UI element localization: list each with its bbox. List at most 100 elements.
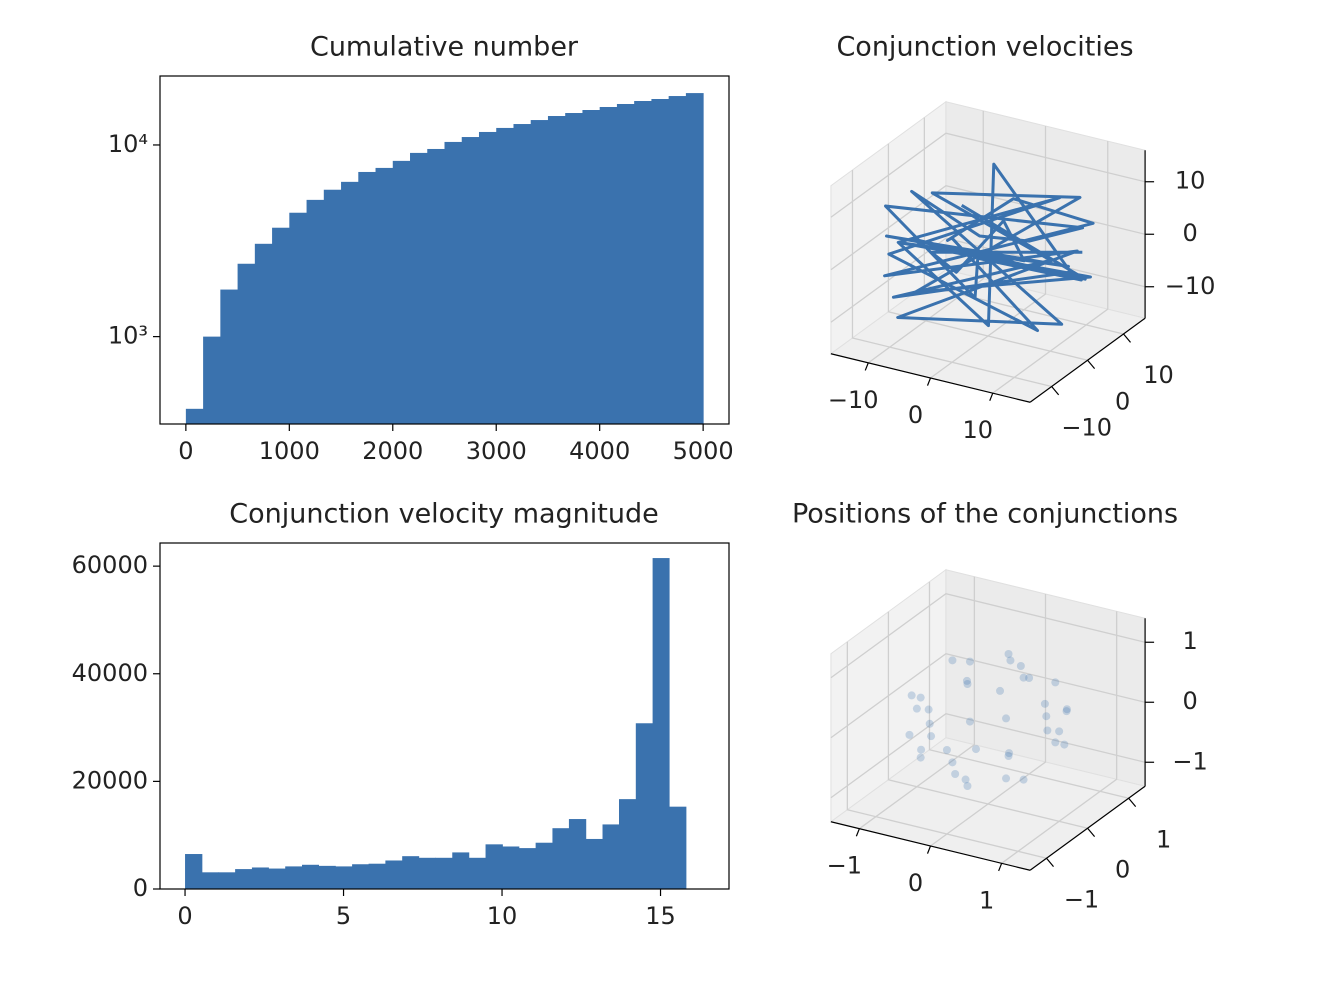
grid-line <box>830 713 1146 799</box>
point <box>905 730 914 739</box>
y-tick-label: 1 <box>1156 825 1171 853</box>
bar <box>619 799 637 889</box>
grid-line <box>887 611 1088 829</box>
point <box>1006 656 1015 665</box>
grid-line <box>846 641 1047 859</box>
z-tick-label: 10 <box>1175 167 1206 195</box>
bar <box>652 558 670 889</box>
bar <box>582 110 601 424</box>
y-tick-label: −10 <box>1061 414 1112 442</box>
y-tick-label: 10³ <box>108 322 148 350</box>
point <box>1043 726 1052 735</box>
point <box>1051 738 1060 747</box>
bar <box>220 289 239 424</box>
y-tick-label: 10⁴ <box>108 130 148 158</box>
x-tick-label: 0 <box>178 437 193 465</box>
point <box>924 705 933 714</box>
grid-line <box>992 141 1109 394</box>
bar <box>392 160 411 424</box>
z-tick-label: 0 <box>1182 219 1197 247</box>
x-tick-label: 5 <box>336 902 351 930</box>
bar <box>585 838 604 889</box>
z-tick-label: 1 <box>1182 627 1197 655</box>
bar <box>335 866 353 889</box>
point <box>916 693 925 702</box>
bar <box>358 171 377 424</box>
bar <box>185 854 203 889</box>
x-tick-label: 3000 <box>466 437 527 465</box>
point <box>942 746 951 755</box>
x-tick-label: 10 <box>487 902 518 930</box>
point <box>907 691 916 700</box>
grid-line <box>930 593 1047 847</box>
bar <box>568 819 587 889</box>
point <box>1019 775 1028 784</box>
point <box>996 686 1005 695</box>
bar <box>530 120 549 424</box>
bar <box>685 93 704 424</box>
grid-line <box>1001 611 1118 864</box>
point <box>1016 661 1025 670</box>
bar <box>352 864 370 889</box>
point <box>1055 727 1064 736</box>
point <box>1004 649 1013 658</box>
point <box>948 758 957 767</box>
point <box>965 657 974 666</box>
bar <box>468 857 487 889</box>
bar <box>485 844 503 889</box>
bar <box>452 852 470 889</box>
tick-mark <box>926 845 932 854</box>
bar <box>668 96 687 424</box>
bar <box>251 867 269 889</box>
point <box>965 717 974 726</box>
bar <box>518 848 537 889</box>
x-tick-label: 5000 <box>673 437 734 465</box>
chart-title: Cumulative number <box>310 32 579 63</box>
x-tick-label: 2000 <box>362 437 423 465</box>
bar <box>201 872 219 889</box>
y-tick-label: 0 <box>1115 855 1130 883</box>
axes-frame <box>159 75 730 425</box>
tick-mark <box>1087 359 1096 370</box>
x-tick-label: 10 <box>962 416 993 444</box>
bar <box>427 148 445 425</box>
bar <box>285 866 303 889</box>
x-tick-label: 0 <box>177 902 192 930</box>
axis-line <box>1029 785 1146 871</box>
grid-line <box>887 143 1088 361</box>
bar <box>547 116 566 424</box>
tick-mark <box>926 377 932 386</box>
y-tick-label: 0 <box>1115 387 1130 415</box>
y-tick-label: −1 <box>1064 885 1099 913</box>
bar <box>651 99 670 425</box>
bar <box>565 113 583 425</box>
point <box>971 745 980 754</box>
bar <box>318 865 336 889</box>
y-tick-label: 10 <box>1143 361 1174 389</box>
z-tick-label: −10 <box>1165 272 1216 300</box>
axes-frame <box>159 542 730 890</box>
tick-mark <box>1087 827 1096 838</box>
bar <box>669 806 687 889</box>
point <box>927 732 936 741</box>
bar <box>535 842 553 889</box>
y-tick-label: 60000 <box>72 551 148 579</box>
bar <box>602 824 620 889</box>
bar <box>435 857 453 889</box>
tick-mark <box>1046 857 1054 868</box>
bar <box>341 181 359 424</box>
tick-mark <box>855 828 860 837</box>
x-tick-label: 15 <box>645 902 676 930</box>
point <box>951 770 960 779</box>
point <box>912 704 921 713</box>
bar <box>306 199 325 424</box>
tick-mark <box>998 863 1003 872</box>
grid-line <box>830 132 1146 218</box>
grid-line <box>928 581 1129 799</box>
grid-line <box>830 593 1146 679</box>
chart-title: Conjunction velocity magnitude <box>229 499 659 530</box>
bar <box>478 131 497 424</box>
bar <box>616 103 635 425</box>
point <box>962 676 971 685</box>
point <box>916 753 925 762</box>
